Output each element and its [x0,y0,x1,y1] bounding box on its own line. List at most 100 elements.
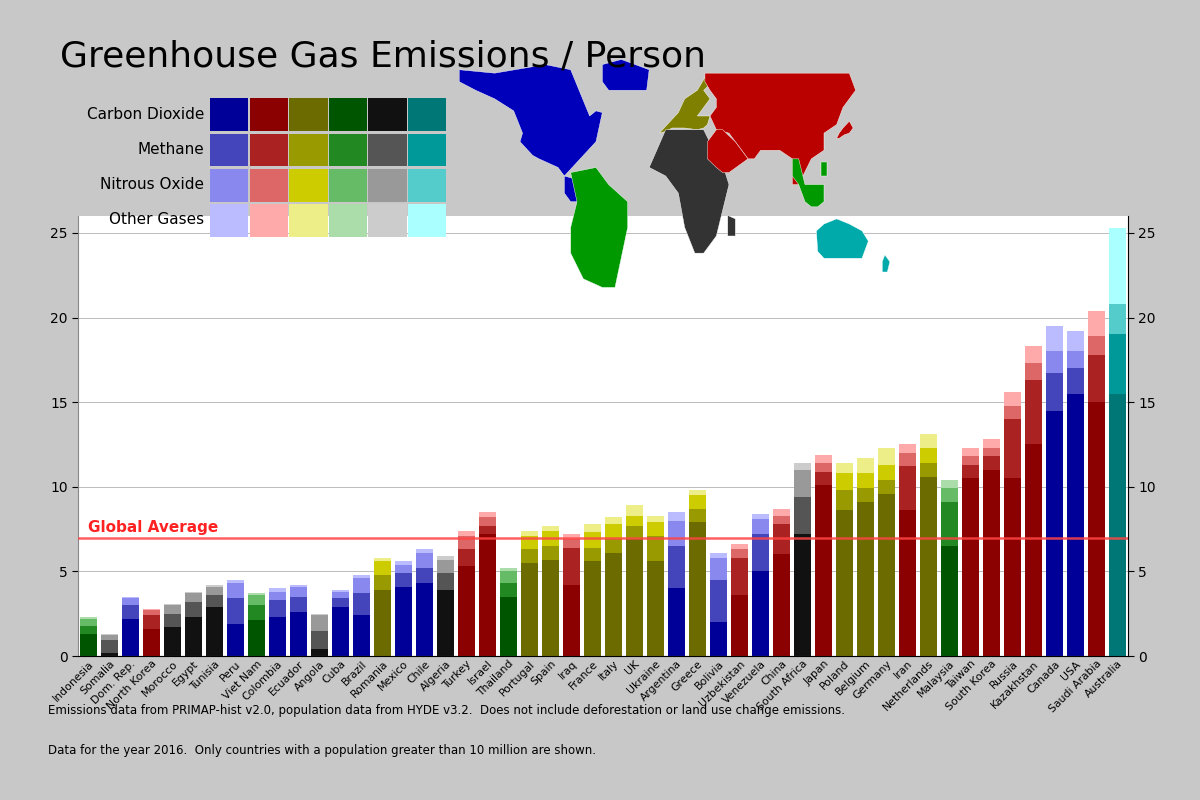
Bar [899,453,916,466]
Bar [416,583,433,656]
Bar [605,539,622,553]
Bar [80,634,97,656]
Bar [563,548,580,585]
Bar [1046,410,1063,656]
Bar [1088,402,1105,656]
Bar [458,566,475,656]
Bar [1025,363,1042,380]
Bar [101,654,118,656]
Bar [101,640,118,654]
Bar [1046,351,1063,374]
Bar [479,512,496,518]
Bar [563,534,580,539]
Bar [815,454,832,463]
Bar [143,610,160,615]
Bar [1109,228,1126,304]
Bar [752,571,769,656]
Bar [815,485,832,656]
Bar [1109,394,1126,656]
Bar [563,585,580,656]
Bar [941,480,958,489]
Bar [920,463,937,477]
Polygon shape [792,159,824,207]
Bar [731,595,748,656]
Polygon shape [649,130,730,253]
Bar [731,550,748,558]
Bar [227,598,244,624]
Bar [626,506,643,515]
Bar [1025,380,1042,445]
Bar [479,526,496,534]
Bar [668,546,685,588]
Bar [1004,392,1021,406]
Bar [143,609,160,610]
Bar [1088,354,1105,402]
Bar [794,463,811,470]
Bar [752,519,769,534]
Bar [773,554,790,656]
Bar [857,458,874,474]
Bar [248,595,265,606]
Bar [395,562,412,565]
Bar [332,592,349,598]
Polygon shape [571,167,628,287]
Text: Other Gases: Other Gases [109,213,204,227]
Bar [962,456,979,465]
Bar [710,580,727,622]
Text: Global Average: Global Average [89,520,218,535]
Bar [374,590,391,656]
Bar [794,534,811,656]
Polygon shape [816,219,869,258]
Bar [458,550,475,566]
Bar [1067,351,1084,368]
Bar [80,626,97,634]
Bar [416,553,433,568]
Bar [227,580,244,583]
Bar [311,615,328,630]
Bar [857,474,874,489]
Bar [836,474,853,490]
Polygon shape [836,121,853,138]
Bar [185,602,202,617]
Polygon shape [704,73,856,185]
Bar [500,583,517,597]
Bar [710,622,727,656]
Bar [584,548,601,562]
Text: Emissions data from PRIMAP-hist v2.0, population data from HYDE v3.2.  Does not : Emissions data from PRIMAP-hist v2.0, po… [48,704,845,717]
Bar [1067,331,1084,351]
Bar [983,470,1000,656]
Bar [332,607,349,656]
Bar [185,617,202,656]
Bar [521,550,538,563]
Bar [164,603,181,606]
Bar [248,594,265,595]
Bar [80,617,97,618]
Bar [626,526,643,539]
Bar [122,606,139,618]
Bar [500,597,517,656]
Bar [605,553,622,656]
Bar [668,521,685,546]
Bar [185,594,202,602]
Text: Greenhouse Gas Emissions / Person: Greenhouse Gas Emissions / Person [60,40,706,74]
Bar [332,598,349,607]
Polygon shape [882,255,890,272]
Bar [290,586,307,597]
Bar [227,583,244,598]
Bar [311,630,328,650]
Bar [1067,368,1084,394]
Bar [269,588,286,592]
Bar [878,494,895,656]
Bar [353,594,370,615]
Bar [248,606,265,621]
Bar [1109,334,1126,394]
Bar [794,497,811,534]
Bar [353,574,370,578]
Bar [332,590,349,592]
Bar [752,534,769,571]
Bar [773,524,790,554]
Bar [353,578,370,594]
Bar [500,568,517,571]
Bar [962,465,979,478]
Bar [626,539,643,656]
